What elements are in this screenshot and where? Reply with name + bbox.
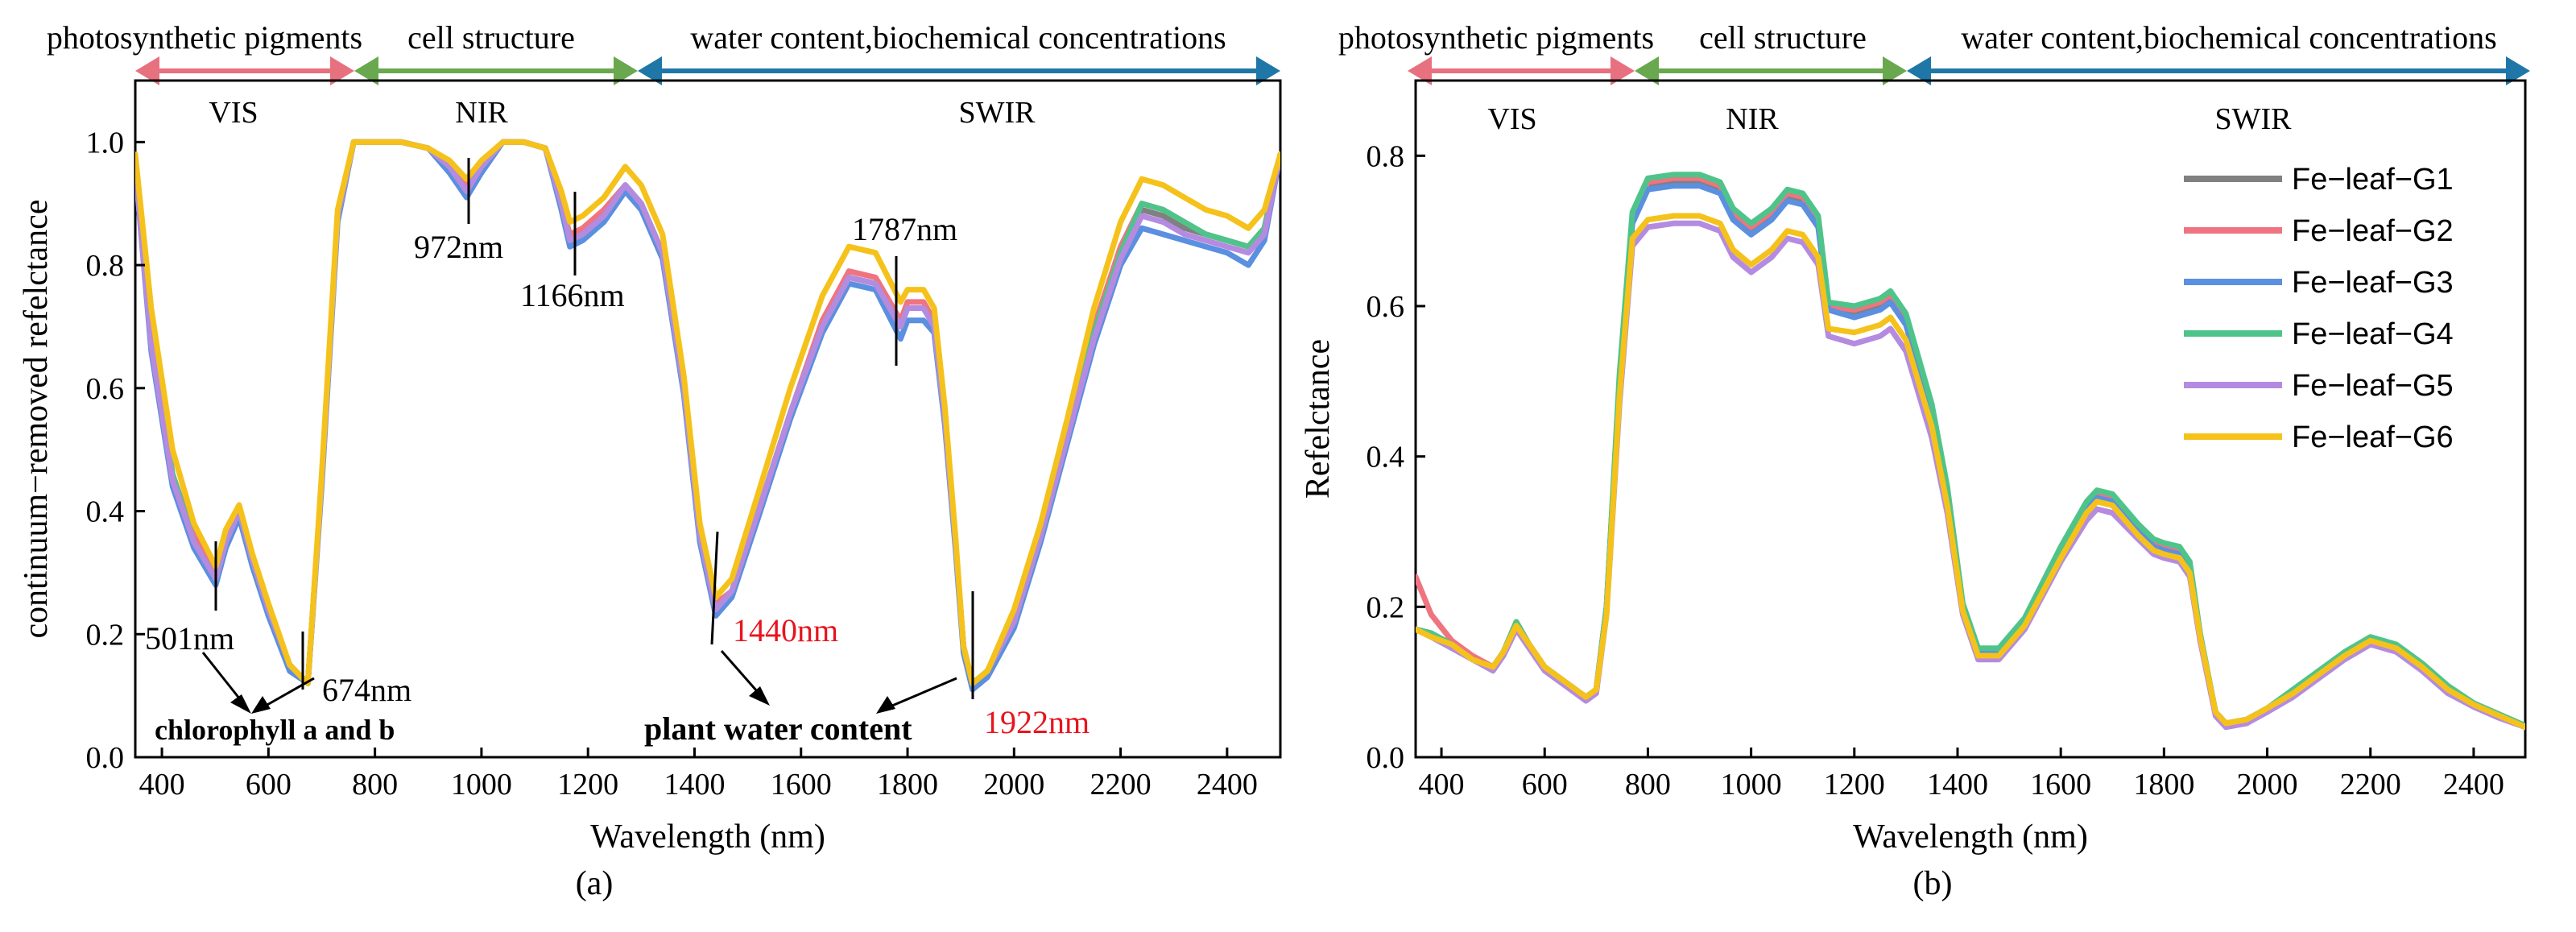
legend-label-g4: Fe−leaf−G4 xyxy=(2292,317,2454,351)
annotation-674nm: 674nm xyxy=(322,672,411,708)
y-tick-label: 0.8 xyxy=(86,249,125,283)
series-line-a-g3 xyxy=(135,139,1280,693)
series-line-b-g6 xyxy=(1416,213,2525,731)
series-line-a-g4 xyxy=(135,139,1280,686)
plot-frame-a xyxy=(134,79,1282,759)
x-tick-label: 600 xyxy=(246,768,292,802)
annotation-501nm: 501nm xyxy=(145,620,234,657)
legend-label-g5: Fe−leaf−G5 xyxy=(2292,369,2454,403)
y-tick-label: 0.6 xyxy=(1367,290,1405,324)
annotation-1440nm: 1440nm xyxy=(733,612,838,648)
x-tick-label: 1600 xyxy=(771,768,832,802)
x-tick-label: 1800 xyxy=(877,768,938,802)
category-label-pigments: photosynthetic pigments xyxy=(47,19,362,56)
x-axis-label-b: Wavelength (nm) xyxy=(1853,818,2088,855)
series-line-a-g5 xyxy=(135,139,1280,686)
x-tick-label: 1600 xyxy=(2030,768,2091,802)
x-tick-label: 800 xyxy=(1625,768,1671,802)
annotation-markers-a xyxy=(214,158,974,699)
series-line-a-g6 xyxy=(135,139,1280,686)
x-tick-label: 1400 xyxy=(664,768,725,802)
x-tick-label: 400 xyxy=(139,768,185,802)
region-label-vis: VIS xyxy=(209,96,258,130)
x-tick-label: 1400 xyxy=(1927,768,1988,802)
axis-ticks-a: 400 600 800 1000 1200 1400 1600 1800 2000 2200 240… xyxy=(86,126,1258,802)
caption-a: (a) xyxy=(576,865,614,902)
x-tick-label: 1800 xyxy=(2133,768,2194,802)
panel-b: photosynthetic pigments cell structure w… xyxy=(1300,19,2530,902)
category-arrows-a xyxy=(135,56,1280,85)
annotation-972nm: 972nm xyxy=(414,229,503,265)
region-label-nir-b: NIR xyxy=(1726,102,1779,136)
y-tick-label: 0.4 xyxy=(86,495,125,529)
caption-b: (b) xyxy=(1913,865,1953,902)
y-tick-label: 1.0 xyxy=(86,126,125,159)
y-axis-label-a: continuum−removed refelctance xyxy=(18,200,55,639)
region-label-vis-b: VIS xyxy=(1487,102,1536,136)
annotation-arrows-a xyxy=(201,650,957,714)
annotation-1922nm: 1922nm xyxy=(984,704,1090,740)
x-tick-label: 2400 xyxy=(1197,768,1258,802)
x-tick-label: 400 xyxy=(1419,768,1465,802)
category-label-pigments-b: photosynthetic pigments xyxy=(1338,19,1654,56)
annotation-plant-water-content: plant water content xyxy=(644,710,912,747)
region-label-swir: SWIR xyxy=(959,96,1036,130)
category-label-cell-b: cell structure xyxy=(1699,19,1867,56)
category-label-water-b: water content,biochemical concentrations xyxy=(1961,19,2496,56)
y-tick-label: 0.0 xyxy=(86,741,125,775)
series-line-a-g2 xyxy=(135,139,1280,686)
annotation-1166nm: 1166nm xyxy=(520,277,625,313)
series-group-a xyxy=(135,139,1280,693)
y-tick-label: 0.0 xyxy=(1367,741,1405,775)
series-line-a-g1 xyxy=(135,139,1280,686)
plot-frame-b xyxy=(1414,79,2527,759)
x-tick-label: 2000 xyxy=(2237,768,2298,802)
panel-a: photosynthetic pigments cell structure w… xyxy=(18,19,1282,902)
legend-label-g1: Fe−leaf−G1 xyxy=(2292,163,2454,197)
y-tick-label: 0.6 xyxy=(86,372,125,406)
y-tick-label: 0.4 xyxy=(1367,441,1405,474)
series-group-b xyxy=(1416,172,2525,731)
x-tick-label: 600 xyxy=(1522,768,1568,802)
y-axis-label-b: Refelctance xyxy=(1300,339,1337,499)
x-tick-label: 2200 xyxy=(2340,768,2401,802)
annotation-chlorophyll: chlorophyll a and b xyxy=(155,714,395,746)
x-tick-label: 1000 xyxy=(1721,768,1782,802)
y-tick-label: 0.2 xyxy=(1367,590,1405,624)
x-axis-label-a: Wavelength (nm) xyxy=(590,818,825,855)
legend: Fe−leaf−G1 Fe−leaf−G2 Fe−leaf−G3 Fe−leaf−G4… xyxy=(2184,163,2454,454)
x-tick-label: 2200 xyxy=(1090,768,1152,802)
y-tick-label: 0.2 xyxy=(86,618,125,652)
x-tick-label: 2400 xyxy=(2443,768,2504,802)
x-tick-label: 2000 xyxy=(983,768,1044,802)
annotation-1787nm: 1787nm xyxy=(852,211,957,247)
series-line-b-g5 xyxy=(1416,220,2525,731)
legend-label-g3: Fe−leaf−G3 xyxy=(2292,266,2454,300)
legend-label-g6: Fe−leaf−G6 xyxy=(2292,420,2454,454)
legend-label-g2: Fe−leaf−G2 xyxy=(2292,214,2454,248)
x-tick-label: 1000 xyxy=(451,768,512,802)
x-tick-label: 1200 xyxy=(1824,768,1885,802)
x-tick-label: 1200 xyxy=(557,768,618,802)
category-arrows-b xyxy=(1408,56,2530,85)
y-tick-label: 0.8 xyxy=(1367,139,1405,173)
category-label-cell: cell structure xyxy=(407,19,575,56)
x-tick-label: 800 xyxy=(352,768,398,802)
region-label-nir: NIR xyxy=(455,96,508,130)
axis-ticks-b: 400 600 800 1000 1200 1400 1600 1800 2000 2200 240… xyxy=(1367,139,2504,802)
region-label-swir-b: SWIR xyxy=(2215,102,2293,136)
category-label-water: water content,biochemical concentrations xyxy=(690,19,1226,56)
